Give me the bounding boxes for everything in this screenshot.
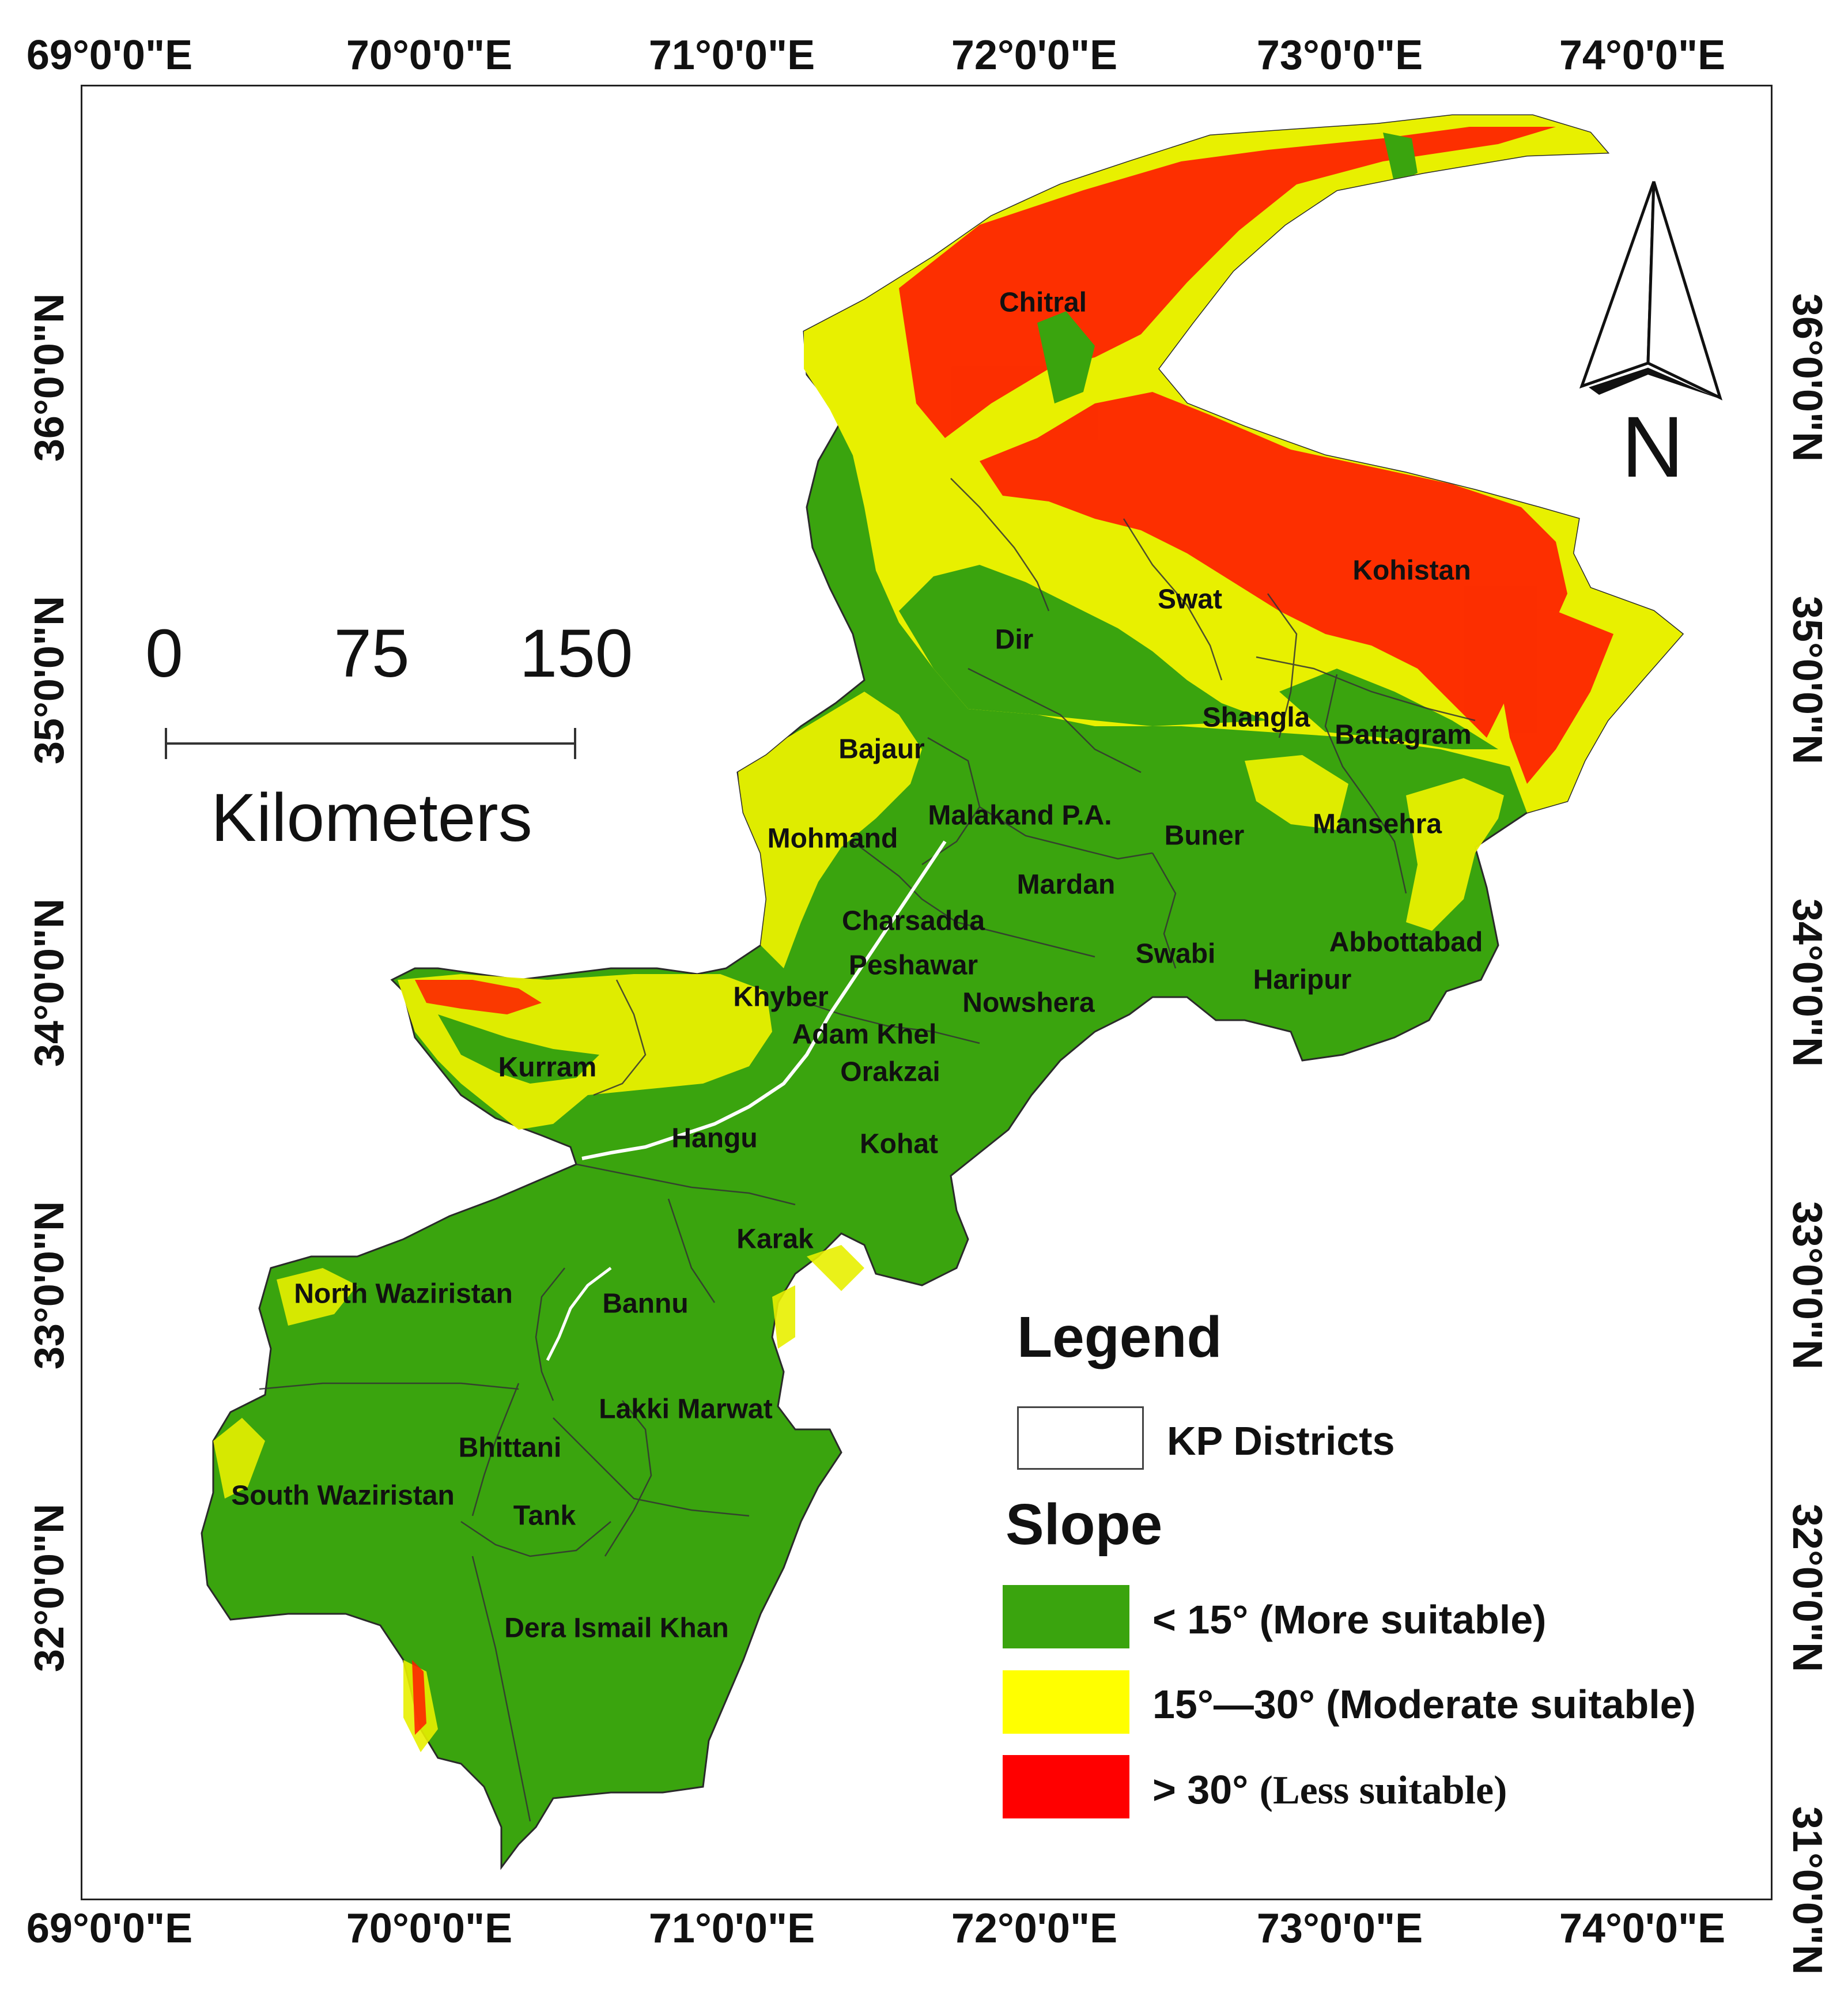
legend-label-districts: KP Districts bbox=[1167, 1418, 1395, 1463]
district-label-buner: Buner bbox=[1164, 820, 1245, 851]
legend-swatch-more-suitable bbox=[1003, 1585, 1129, 1648]
scale-tick-150: 150 bbox=[519, 616, 633, 692]
district-label-tank: Tank bbox=[513, 1500, 576, 1531]
district-label-bhittani: Bhittani bbox=[458, 1432, 562, 1463]
legend-label-less-suffix: (Less suitable) bbox=[1259, 1768, 1507, 1813]
district-label-kurram: Kurram bbox=[498, 1052, 597, 1083]
district-label-kohat: Kohat bbox=[860, 1129, 938, 1160]
scale-tick-0: 0 bbox=[145, 616, 183, 692]
district-label-north-waziristan: North Waziristan bbox=[294, 1278, 513, 1310]
longitude-label-top: 71°0'0"E bbox=[648, 32, 815, 78]
district-label-chitral: Chitral bbox=[999, 287, 1087, 318]
district-label-charsadda: Charsadda bbox=[841, 905, 985, 937]
longitude-label-top: 73°0'0"E bbox=[1256, 32, 1423, 78]
longitude-label-top: 70°0'0"E bbox=[346, 32, 513, 78]
legend-label-moderate-suitable: 15°—30° (Moderate suitable) bbox=[1152, 1682, 1696, 1727]
district-label-nowshera: Nowshera bbox=[962, 987, 1095, 1018]
legend-slope-title: Slope bbox=[1006, 1492, 1163, 1557]
north-arrow-icon bbox=[1579, 181, 1723, 401]
north-letter: N bbox=[1621, 398, 1684, 495]
legend-label-less-prefix: > 30° bbox=[1152, 1767, 1249, 1812]
legend-swatch-moderate-suitable bbox=[1003, 1670, 1129, 1734]
district-label-karak: Karak bbox=[736, 1224, 814, 1255]
district-label-lakki-marwat: Lakki Marwat bbox=[599, 1394, 773, 1425]
district-label-battagram: Battagram bbox=[1335, 719, 1472, 750]
longitude-label-bottom: 71°0'0"E bbox=[648, 1905, 815, 1952]
legend-title: Legend bbox=[1017, 1305, 1222, 1369]
district-label-haripur: Haripur bbox=[1253, 964, 1352, 995]
district-label-adam-khel: Adam Khel bbox=[792, 1019, 937, 1050]
district-label-bannu: Bannu bbox=[602, 1288, 689, 1319]
district-label-mohmand: Mohmand bbox=[767, 823, 898, 854]
scale-unit-label: Kilometers bbox=[211, 780, 532, 856]
district-label-dir: Dir bbox=[995, 624, 1034, 655]
legend-label-more-suitable: < 15° (More suitable) bbox=[1152, 1597, 1547, 1642]
longitude-label-top: 74°0'0"E bbox=[1559, 32, 1726, 78]
district-label-bajaur: Bajaur bbox=[838, 734, 925, 765]
district-label-dera-ismail-khan: Dera Ismail Khan bbox=[504, 1613, 729, 1644]
district-label-abbottabad: Abbottabad bbox=[1329, 927, 1483, 958]
longitude-label-bottom: 69°0'0"E bbox=[26, 1905, 193, 1952]
longitude-label-top: 69°0'0"E bbox=[26, 32, 193, 78]
district-label-khyber: Khyber bbox=[733, 982, 829, 1013]
district-label-malakand: Malakand P.A. bbox=[928, 800, 1112, 831]
district-label-peshawar: Peshawar bbox=[848, 950, 978, 981]
scale-tick-75: 75 bbox=[334, 616, 410, 692]
district-label-hangu: Hangu bbox=[671, 1123, 758, 1154]
longitude-label-bottom: 70°0'0"E bbox=[346, 1905, 513, 1952]
district-label-swat: Swat bbox=[1157, 584, 1223, 615]
map-frame bbox=[81, 85, 1773, 1900]
legend-label-less-suitable: > 30° (Less suitable) bbox=[1152, 1769, 1507, 1811]
longitude-label-bottom: 74°0'0"E bbox=[1559, 1905, 1726, 1952]
longitude-label-top: 72°0'0"E bbox=[951, 32, 1118, 78]
legend-swatch-less-suitable bbox=[1003, 1755, 1129, 1818]
legend-swatch-districts bbox=[1017, 1406, 1144, 1470]
district-label-mansehra: Mansehra bbox=[1312, 809, 1442, 840]
scale-bar bbox=[165, 728, 576, 759]
district-label-shangla: Shangla bbox=[1202, 702, 1310, 733]
district-label-south-waziristan: South Waziristan bbox=[231, 1480, 455, 1511]
district-label-kohistan: Kohistan bbox=[1352, 555, 1471, 586]
longitude-label-bottom: 73°0'0"E bbox=[1256, 1905, 1423, 1952]
district-label-mardan: Mardan bbox=[1016, 869, 1116, 900]
district-label-swabi: Swabi bbox=[1135, 938, 1216, 969]
longitude-label-bottom: 72°0'0"E bbox=[951, 1905, 1118, 1952]
district-label-orakzai: Orakzai bbox=[840, 1056, 940, 1088]
